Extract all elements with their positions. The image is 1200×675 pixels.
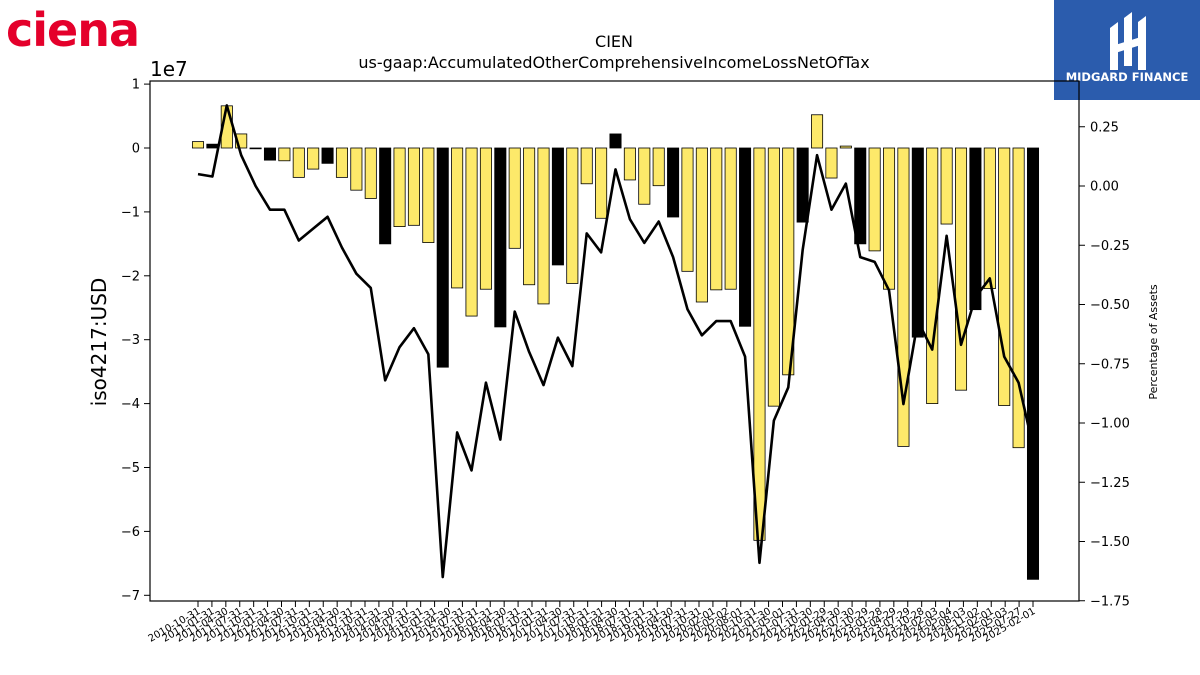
bar [479, 147, 492, 290]
y2-tick-label: 0.00 [1090, 180, 1119, 195]
ciena-logo: ciena [4, 2, 154, 57]
bar [1012, 147, 1025, 449]
bar [955, 147, 968, 391]
y2-tick-label: −0.75 [1090, 357, 1130, 372]
bar [1026, 147, 1040, 580]
bar [710, 147, 723, 291]
bar [551, 147, 564, 266]
y-tick-label: −3 [121, 333, 140, 348]
bar [983, 147, 996, 289]
bar [508, 147, 521, 249]
bar [796, 147, 809, 223]
bar [393, 147, 406, 227]
bar [307, 147, 320, 170]
bar [609, 133, 622, 149]
bar [566, 147, 579, 284]
percentage-line [197, 104, 1035, 579]
bar [335, 147, 348, 178]
bar [191, 141, 205, 149]
bar [667, 147, 680, 218]
y2-tick-label: −1.50 [1090, 535, 1130, 550]
y2-axis-label: Percentage of Assets [1147, 284, 1160, 400]
bar [811, 114, 824, 149]
bar [897, 147, 910, 447]
bar [523, 147, 536, 286]
bar [638, 147, 651, 205]
y2-tick-label: −1.25 [1090, 476, 1130, 491]
bar [350, 147, 363, 191]
bar [767, 147, 780, 407]
y2-tick-label: −0.25 [1090, 239, 1130, 254]
y-tick-label: −6 [121, 525, 140, 540]
y-tick-label: 0 [132, 142, 140, 157]
y-axis-label: iso4217:USD [87, 278, 111, 407]
plot-frame [149, 80, 1080, 602]
bar [278, 147, 291, 162]
y-tick-label: −7 [121, 589, 140, 604]
bar [321, 147, 334, 164]
bar [422, 147, 435, 243]
y-tick-label: −4 [121, 397, 140, 412]
y2-tick-label: 0.25 [1090, 120, 1119, 135]
y-tick-label: −2 [121, 269, 140, 284]
y-axis-ticks: 1 0 −1 −2 −3 −4 −5 −6 −7 [121, 78, 150, 604]
chart-title: CIEN [595, 32, 633, 51]
bar [753, 147, 766, 541]
bar [249, 147, 262, 150]
y-tick-label: −1 [121, 205, 140, 220]
bar [782, 147, 795, 376]
bar [379, 147, 392, 245]
bar [652, 147, 665, 187]
bar [825, 147, 838, 179]
y2-axis-ticks: 0.25 0.00 −0.25 −0.50 −0.75 −1.00 −1.25 −1.50 −1… [1079, 120, 1130, 609]
midgard-finance-logo: MIDGARD FINANCE [1054, 0, 1200, 100]
bar [623, 147, 636, 181]
x-axis-ticks: 2010-10-312011-01-312011-04-302011-07-31… [147, 601, 1038, 645]
bar [537, 147, 550, 305]
bar [465, 147, 478, 317]
bar [407, 147, 420, 226]
bar [580, 147, 593, 185]
bar [206, 143, 219, 149]
bar [451, 147, 464, 289]
chart-subtitle: us-gaap:AccumulatedOtherComprehensiveInc… [358, 53, 869, 72]
bar [292, 147, 305, 178]
bar [868, 147, 881, 252]
y2-tick-label: −1.00 [1090, 417, 1130, 432]
y2-tick-label: −0.50 [1090, 298, 1130, 313]
bar [926, 147, 939, 405]
bar [364, 147, 377, 199]
bar [494, 147, 507, 328]
bar [263, 147, 276, 161]
bar [911, 147, 924, 338]
ciena-logo-text: ciena [6, 3, 139, 56]
bar [839, 145, 852, 149]
bar [739, 147, 752, 327]
bar [695, 147, 708, 303]
bar [436, 147, 449, 368]
y-scale-label: 1e7 [150, 57, 188, 81]
bar [940, 147, 953, 225]
midgard-logo-text: MIDGARD FINANCE [1066, 70, 1189, 84]
bar [883, 147, 896, 290]
bar [681, 147, 694, 272]
bar [854, 147, 867, 245]
bar [724, 147, 737, 290]
bar-series [191, 105, 1040, 580]
y2-tick-label: −1.75 [1090, 594, 1130, 609]
midgard-emblem-icon [1110, 12, 1146, 70]
y-tick-label: −5 [121, 461, 140, 476]
bar [595, 147, 608, 219]
bar [235, 133, 248, 149]
bar [969, 147, 982, 311]
percentage-line-series [197, 104, 1035, 579]
y-tick-label: 1 [132, 78, 140, 93]
bar [998, 147, 1011, 406]
